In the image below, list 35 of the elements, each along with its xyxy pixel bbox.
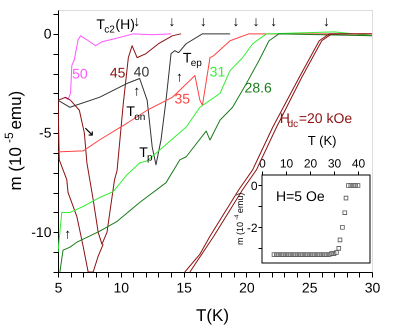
series-label: 28.6	[244, 79, 272, 96]
annotation: ↓	[270, 12, 278, 29]
x-tick-label: 10	[280, 156, 294, 170]
x-tick-label: 25	[302, 280, 318, 296]
series-label: 45	[110, 64, 126, 81]
x-tick-label: 20	[239, 280, 255, 296]
annotation: ↘	[82, 123, 95, 140]
x-tick-label: 10	[114, 280, 130, 296]
annotation: ↓	[252, 12, 260, 29]
annotation: ↓	[168, 12, 176, 29]
y-tick-label: -2	[246, 220, 258, 235]
y-tick-label: -10	[31, 224, 52, 240]
x-axis-title: T(K)	[196, 306, 230, 325]
x-tick-label: 15	[176, 280, 192, 296]
x-tick-label: 5	[54, 280, 63, 296]
x-tick-label: 30	[364, 280, 380, 296]
annotation: ↑	[64, 225, 72, 242]
y-axis-title: m (10-5emu)	[2, 90, 25, 191]
series-label: 31	[210, 64, 226, 80]
annotation: ↑	[133, 82, 140, 98]
annotation: ↑	[176, 68, 183, 84]
series-label: 50	[72, 66, 88, 82]
annotation: ↓	[200, 12, 207, 29]
x-tick-label: 40	[352, 156, 366, 170]
y-tick-label: 0	[44, 25, 52, 42]
annotation: H=5 Oe	[276, 188, 325, 204]
x-tick-label: 20	[304, 156, 318, 170]
series-label: 40	[134, 64, 150, 80]
series-label: 35	[174, 90, 190, 106]
x-tick-label: 30	[328, 156, 342, 170]
y-tick-label: -5	[39, 124, 52, 141]
annotation: ↓	[133, 12, 140, 29]
x-axis-title: T (K)	[308, 133, 336, 148]
annotation: ↓	[232, 12, 240, 29]
annotation: ↓	[322, 12, 330, 29]
